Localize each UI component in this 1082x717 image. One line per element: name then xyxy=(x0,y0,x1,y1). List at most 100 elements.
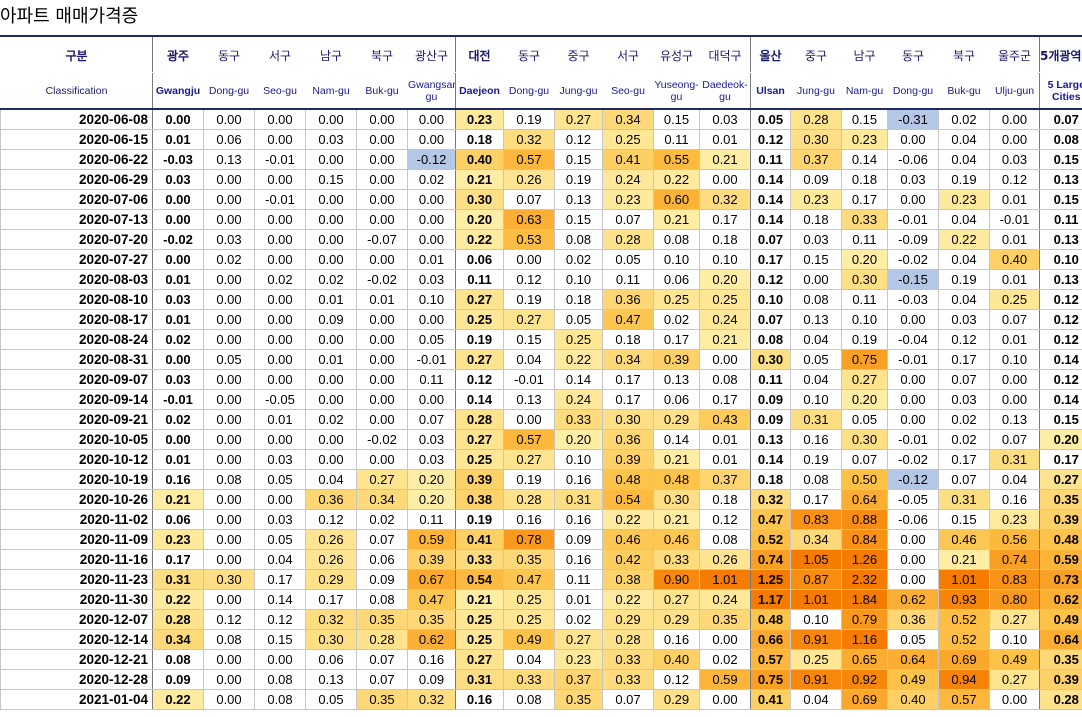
table-cell[interactable]: 0.18 xyxy=(602,329,654,350)
table-cell[interactable]: 0.34 xyxy=(790,529,842,550)
table-cell[interactable]: 0.69 xyxy=(841,689,888,710)
table-cell[interactable]: 0.27 xyxy=(455,649,504,670)
table-cell[interactable]: 0.25 xyxy=(699,289,751,310)
table-cell[interactable]: -0.07 xyxy=(356,229,408,250)
table-cell[interactable]: 0.04 xyxy=(254,549,306,570)
table-cell[interactable]: 0.92 xyxy=(841,669,888,690)
table-cell[interactable]: 0.07 xyxy=(1039,108,1082,130)
table-cell[interactable]: 0.00 xyxy=(407,108,456,130)
table-cell[interactable]: 0.12 xyxy=(938,329,990,350)
table-cell[interactable]: 0.00 xyxy=(356,108,408,130)
table-cell[interactable]: 0.93 xyxy=(938,589,990,610)
table-cell[interactable]: 0.00 xyxy=(305,449,357,470)
table-cell[interactable]: 0.00 xyxy=(356,329,408,350)
row-date[interactable]: 2020-08-17 xyxy=(0,309,153,330)
table-cell[interactable]: 0.16 xyxy=(554,509,603,530)
table-cell[interactable]: 0.00 xyxy=(203,369,255,390)
table-cell[interactable]: 0.05 xyxy=(407,329,456,350)
table-cell[interactable]: 0.64 xyxy=(841,489,888,510)
table-cell[interactable]: 0.00 xyxy=(503,409,555,430)
table-cell[interactable]: 0.57 xyxy=(750,649,791,670)
table-cell[interactable]: 0.66 xyxy=(750,629,791,650)
table-cell[interactable]: 0.00 xyxy=(152,189,204,210)
table-cell[interactable]: 0.00 xyxy=(356,129,408,150)
table-cell[interactable]: 0.14 xyxy=(750,449,791,470)
table-cell[interactable]: 0.13 xyxy=(989,409,1040,430)
table-cell[interactable]: 0.16 xyxy=(989,489,1040,510)
row-date[interactable]: 2020-10-19 xyxy=(0,469,153,490)
table-cell[interactable]: 0.30 xyxy=(602,409,654,430)
table-cell[interactable]: 0.27 xyxy=(455,349,504,370)
table-cell[interactable]: 0.57 xyxy=(503,429,555,450)
table-cell[interactable]: 0.00 xyxy=(305,329,357,350)
table-cell[interactable]: 0.05 xyxy=(254,529,306,550)
table-cell[interactable]: 0.00 xyxy=(152,108,204,130)
table-cell[interactable]: 0.27 xyxy=(356,469,408,490)
table-cell[interactable]: 0.11 xyxy=(407,509,456,530)
table-cell[interactable]: 0.13 xyxy=(1039,269,1082,290)
table-cell[interactable]: 0.21 xyxy=(653,209,700,230)
table-cell[interactable]: 0.30 xyxy=(305,629,357,650)
table-cell[interactable]: 0.23 xyxy=(455,108,504,130)
table-cell[interactable]: 0.25 xyxy=(989,289,1040,310)
table-cell[interactable]: 0.00 xyxy=(305,429,357,450)
table-cell[interactable]: 0.47 xyxy=(503,569,555,590)
row-date[interactable]: 2020-12-21 xyxy=(0,649,153,670)
table-cell[interactable]: 0.75 xyxy=(841,349,888,370)
table-cell[interactable]: 0.18 xyxy=(699,229,751,250)
table-cell[interactable]: 0.33 xyxy=(503,669,555,690)
table-cell[interactable]: 0.04 xyxy=(938,149,990,170)
table-cell[interactable]: 0.12 xyxy=(1039,309,1082,330)
table-cell[interactable]: 1.17 xyxy=(750,589,791,610)
table-cell[interactable]: 0.03 xyxy=(938,309,990,330)
table-cell[interactable]: 2.32 xyxy=(841,569,888,590)
table-cell[interactable]: 0.01 xyxy=(407,249,456,270)
table-cell[interactable]: 0.59 xyxy=(1039,549,1082,570)
table-cell[interactable]: 0.27 xyxy=(989,609,1040,630)
table-cell[interactable]: 0.01 xyxy=(305,289,357,310)
table-cell[interactable]: 0.13 xyxy=(790,309,842,330)
table-cell[interactable]: 0.00 xyxy=(203,669,255,690)
table-cell[interactable]: 0.90 xyxy=(653,569,700,590)
table-cell[interactable]: 0.46 xyxy=(653,529,700,550)
table-cell[interactable]: 0.14 xyxy=(554,369,603,390)
row-date[interactable]: 2020-11-30 xyxy=(0,589,153,610)
table-cell[interactable]: 0.01 xyxy=(989,269,1040,290)
table-cell[interactable]: 0.01 xyxy=(152,449,204,470)
table-cell[interactable]: 0.00 xyxy=(699,629,751,650)
table-cell[interactable]: 0.17 xyxy=(602,369,654,390)
table-cell[interactable]: 0.15 xyxy=(653,108,700,130)
table-cell[interactable]: -0.06 xyxy=(887,149,939,170)
table-cell[interactable]: 0.25 xyxy=(602,129,654,150)
table-cell[interactable]: 0.48 xyxy=(653,469,700,490)
table-cell[interactable]: 0.21 xyxy=(938,549,990,570)
table-cell[interactable]: 0.02 xyxy=(203,249,255,270)
table-cell[interactable]: 0.07 xyxy=(989,429,1040,450)
table-cell[interactable]: 0.00 xyxy=(203,509,255,530)
table-cell[interactable]: 0.26 xyxy=(305,529,357,550)
table-cell[interactable]: 0.17 xyxy=(841,189,888,210)
table-cell[interactable]: -0.05 xyxy=(887,489,939,510)
table-cell[interactable]: 0.00 xyxy=(254,309,306,330)
table-cell[interactable]: 0.06 xyxy=(356,549,408,570)
table-cell[interactable]: 0.12 xyxy=(699,509,751,530)
table-cell[interactable]: 0.41 xyxy=(455,529,504,550)
table-cell[interactable]: 0.00 xyxy=(699,689,751,710)
table-cell[interactable]: 0.05 xyxy=(254,469,306,490)
table-cell[interactable]: 0.47 xyxy=(602,309,654,330)
table-cell[interactable]: 0.32 xyxy=(305,609,357,630)
row-date[interactable]: 2020-08-03 xyxy=(0,269,153,290)
table-cell[interactable]: 0.34 xyxy=(602,108,654,130)
table-cell[interactable]: 0.01 xyxy=(152,269,204,290)
table-cell[interactable]: 0.12 xyxy=(750,129,791,150)
table-cell[interactable]: 0.59 xyxy=(407,529,456,550)
table-cell[interactable]: 0.28 xyxy=(455,409,504,430)
table-cell[interactable]: 0.83 xyxy=(989,569,1040,590)
table-cell[interactable]: 0.05 xyxy=(203,349,255,370)
table-cell[interactable]: 0.40 xyxy=(989,249,1040,270)
table-cell[interactable]: 0.00 xyxy=(203,108,255,130)
table-cell[interactable]: 0.00 xyxy=(203,329,255,350)
table-cell[interactable]: 0.19 xyxy=(455,509,504,530)
table-cell[interactable]: 0.20 xyxy=(699,269,751,290)
table-cell[interactable]: 0.10 xyxy=(841,309,888,330)
